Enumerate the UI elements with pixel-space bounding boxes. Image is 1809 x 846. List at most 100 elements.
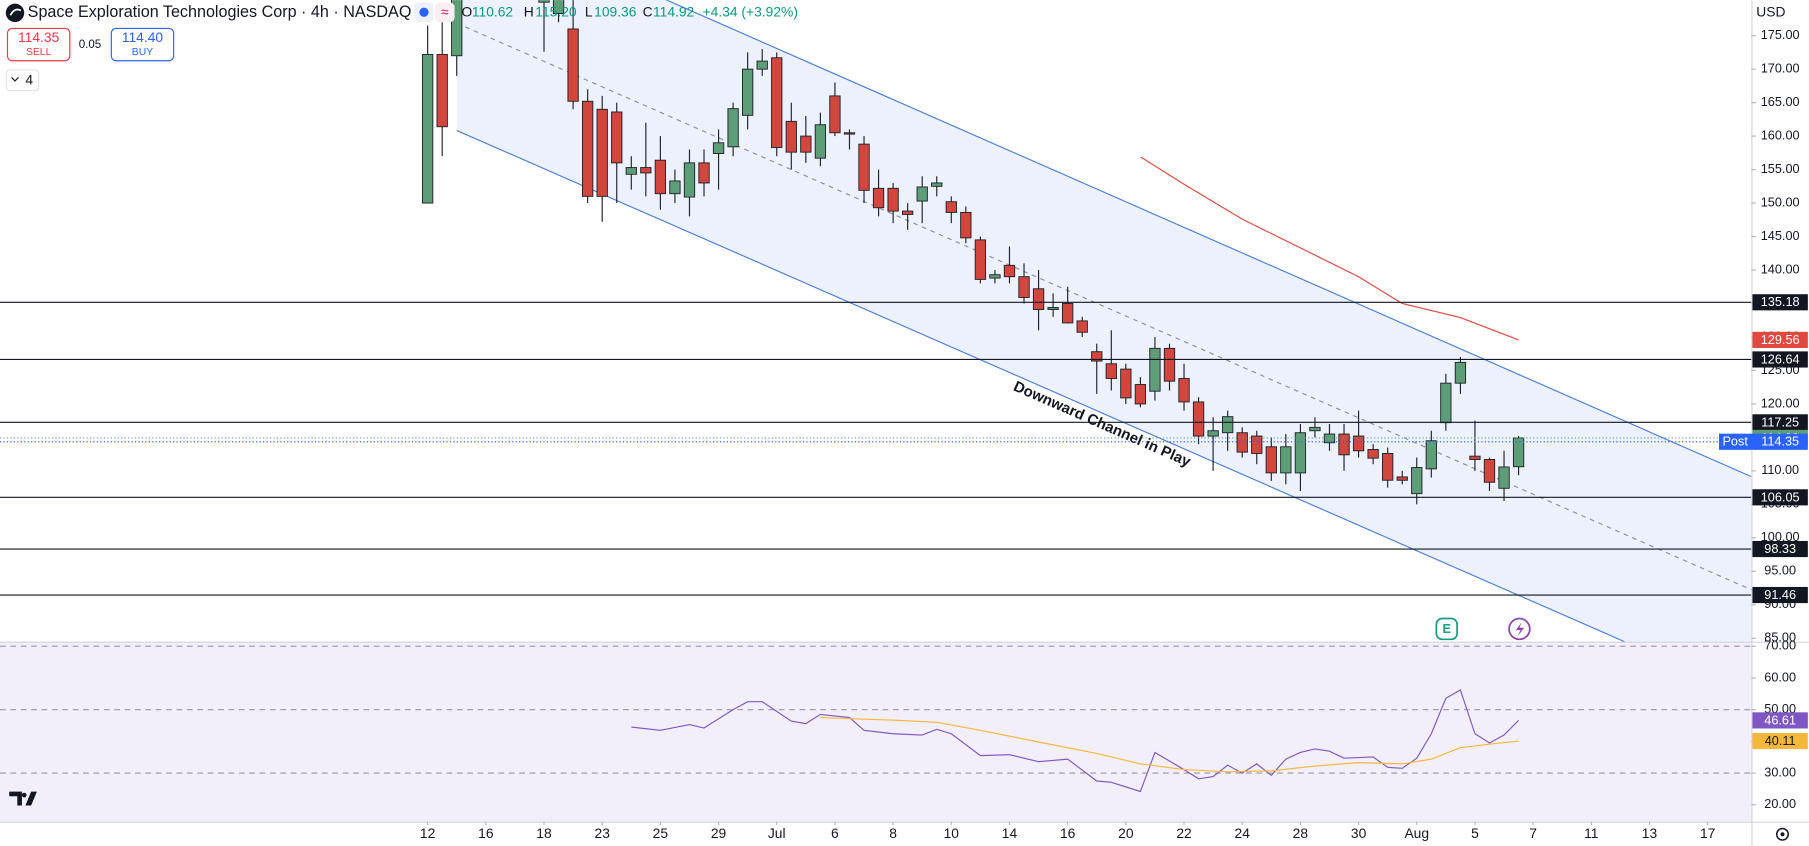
candle-body xyxy=(858,143,870,191)
candle-body xyxy=(1178,378,1190,403)
earnings-icon[interactable] xyxy=(1435,617,1458,641)
channel-fill xyxy=(456,0,1752,642)
level-label-box xyxy=(1752,351,1808,368)
candle-body xyxy=(1105,363,1117,379)
ohlc-key: L xyxy=(585,4,593,20)
candle-body xyxy=(625,167,637,175)
x-tick-label: 7 xyxy=(1529,825,1537,841)
moving-average xyxy=(1140,156,1519,341)
candle-body xyxy=(1338,433,1350,456)
candle-body xyxy=(1032,288,1045,310)
candle-body xyxy=(1062,303,1074,324)
candle-body xyxy=(785,120,797,153)
x-tick-label: 18 xyxy=(536,825,552,841)
x-tick-label: 11 xyxy=(1584,825,1599,841)
x-tick-label: 12 xyxy=(420,825,435,841)
gear[interactable] xyxy=(1775,827,1789,841)
x-tick-label: 16 xyxy=(478,825,494,841)
channel-lower xyxy=(456,130,1625,642)
y-tick-label: 95.00 xyxy=(1764,564,1796,578)
candle-body xyxy=(1134,384,1147,405)
adj-icon[interactable] xyxy=(434,2,455,23)
candle-body xyxy=(1294,432,1307,474)
ohlc-key: O xyxy=(461,4,472,20)
chevron xyxy=(11,77,19,82)
post-label: Post xyxy=(1722,435,1748,449)
currency[interactable]: USD xyxy=(1756,4,1785,20)
x-tick-label: 25 xyxy=(653,825,669,841)
ma-label: 129.56 xyxy=(1761,333,1800,347)
level-label-box xyxy=(1752,414,1808,431)
level-label: 117.25 xyxy=(1761,415,1799,429)
y-tick-label: 175.00 xyxy=(1761,28,1800,42)
candle-body xyxy=(552,0,565,15)
x-tick-label: 5 xyxy=(1471,825,1479,841)
candle-body xyxy=(1047,307,1059,310)
candle-body xyxy=(843,132,856,135)
candle-body xyxy=(902,210,914,215)
level-label-box xyxy=(1752,489,1808,506)
candle-body xyxy=(829,95,841,134)
y-tick-label: 140.00 xyxy=(1761,262,1800,276)
candle-body xyxy=(436,53,448,128)
x-tick-label: 14 xyxy=(1002,825,1018,841)
level-label: 135.18 xyxy=(1761,295,1800,309)
candle-body xyxy=(683,162,696,198)
candle-body xyxy=(814,124,827,159)
candle-body xyxy=(1192,401,1205,437)
candle-body xyxy=(1091,351,1103,362)
candle-body xyxy=(1265,446,1277,474)
candle-body xyxy=(1222,416,1234,434)
tv-logo xyxy=(9,791,37,806)
candle-body xyxy=(1236,432,1248,453)
logo-dot xyxy=(21,792,27,798)
candle-body xyxy=(1483,459,1496,483)
rsi-pane xyxy=(0,645,1752,793)
candle-body xyxy=(872,187,885,209)
indicators-toggle[interactable] xyxy=(5,69,40,92)
candle-body xyxy=(1512,437,1525,468)
ohlc-value: 115.20 xyxy=(535,4,577,20)
y-tick-label: 70.00 xyxy=(1764,639,1796,653)
buy-button[interactable] xyxy=(110,27,175,62)
candle-body xyxy=(1163,347,1176,382)
x-tick-label: Jul xyxy=(768,825,786,841)
y-tick-label: 110.00 xyxy=(1761,463,1799,477)
candle-body xyxy=(712,142,725,154)
logo xyxy=(9,791,37,806)
candle-body xyxy=(756,60,768,70)
y-tick-label: 155.00 xyxy=(1761,162,1800,176)
candle-body xyxy=(1469,455,1481,460)
candle-body xyxy=(1076,320,1088,333)
candle-body xyxy=(1251,435,1263,454)
x-tick-label: 6 xyxy=(831,825,839,841)
candle-body xyxy=(1018,276,1030,298)
ohlc-value: 110.62 xyxy=(472,4,513,20)
candle-body xyxy=(1440,382,1452,424)
candle-body xyxy=(1120,368,1132,399)
sell-button[interactable] xyxy=(6,27,71,62)
x-tick-label: Aug xyxy=(1404,825,1429,841)
settings-icon[interactable] xyxy=(1775,827,1789,841)
sell-price: 114.35 xyxy=(18,29,60,45)
rsi-value-label: 46.61 xyxy=(1764,713,1796,727)
candle-body xyxy=(1454,361,1467,384)
candle-body xyxy=(698,162,710,184)
candle-body xyxy=(960,211,972,239)
ohlc-value: 109.36 xyxy=(594,4,637,20)
candle-body xyxy=(1411,467,1423,495)
y-tick-label: 20.00 xyxy=(1764,797,1796,811)
candle-body xyxy=(1352,435,1365,452)
buy-price: 114.40 xyxy=(122,29,164,45)
buy-label: BUY xyxy=(132,47,153,58)
level-label-box xyxy=(1752,586,1808,604)
candle-body xyxy=(727,108,739,148)
y-tick-label: 165.00 xyxy=(1761,95,1800,109)
candle-body xyxy=(1309,426,1321,432)
candle-body xyxy=(887,187,899,212)
logo-mark xyxy=(9,8,22,16)
level-label-box xyxy=(1752,540,1808,558)
rsi-value-label: 40.11 xyxy=(1765,734,1796,748)
y-tick-label: 160.00 xyxy=(1761,128,1800,142)
candle-body xyxy=(581,100,594,197)
